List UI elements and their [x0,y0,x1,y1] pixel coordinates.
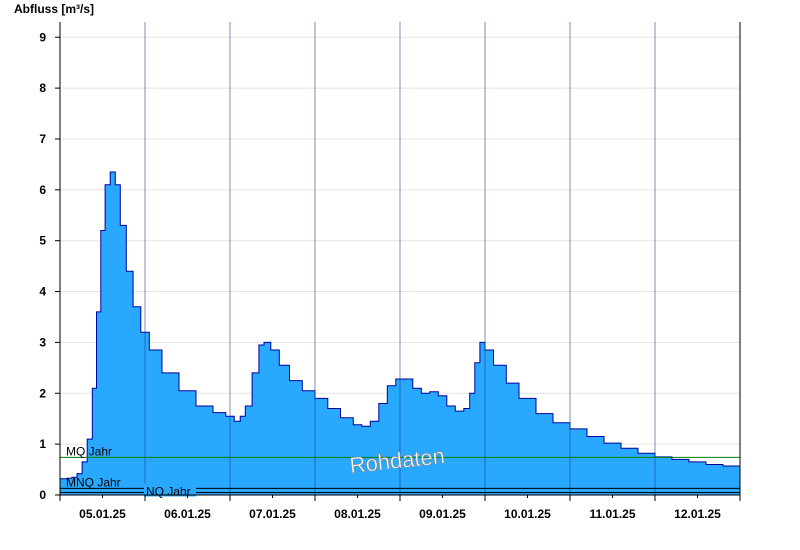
y-tick-label-2: 2 [39,386,46,400]
y-tick-label-5: 5 [39,234,46,248]
x-tick-labels: 05.01.25 06.01.25 07.01.25 08.01.25 09.01.25… [79,507,721,521]
x-tick-label-1: 05.01.25 [79,507,126,521]
axes [55,22,741,501]
reference-label-nq-jahr: NQ Jahr [146,484,191,498]
x-tick-label-2: 06.01.25 [164,507,211,521]
x-tick-label-3: 07.01.25 [249,507,296,521]
reference-label-mq-jahr: MQ Jahr [66,444,112,458]
x-tick-label-6: 10.01.25 [504,507,551,521]
y-tick-label-0: 0 [39,488,46,502]
x-tick-label-8: 12.01.25 [674,507,721,521]
y-tick-label-9: 9 [39,30,46,44]
y-tick-label-8: 8 [39,81,46,95]
y-axis-title: Abfluss [m³/s] [14,2,94,16]
y-tick-label-7: 7 [39,132,46,146]
reference-lines: MQ Jahr MNQ Jahr NQ Jahr [60,444,740,498]
y-tick-labels: 0 1 2 3 4 5 6 7 8 9 [39,30,46,502]
y-tick-label-4: 4 [39,285,46,299]
y-tick-label-1: 1 [39,437,46,451]
discharge-series-line [60,171,741,480]
x-tick-label-4: 08.01.25 [334,507,381,521]
x-tick-label-7: 11.01.25 [589,507,635,521]
x-tick-label-5: 09.01.25 [419,507,466,521]
y-tick-label-6: 6 [39,183,46,197]
reference-label-bg-nq [144,483,196,497]
reference-label-mnq-jahr: MNQ Jahr [66,475,121,489]
y-tick-label-3: 3 [39,335,46,349]
day-dividers [144,22,656,495]
